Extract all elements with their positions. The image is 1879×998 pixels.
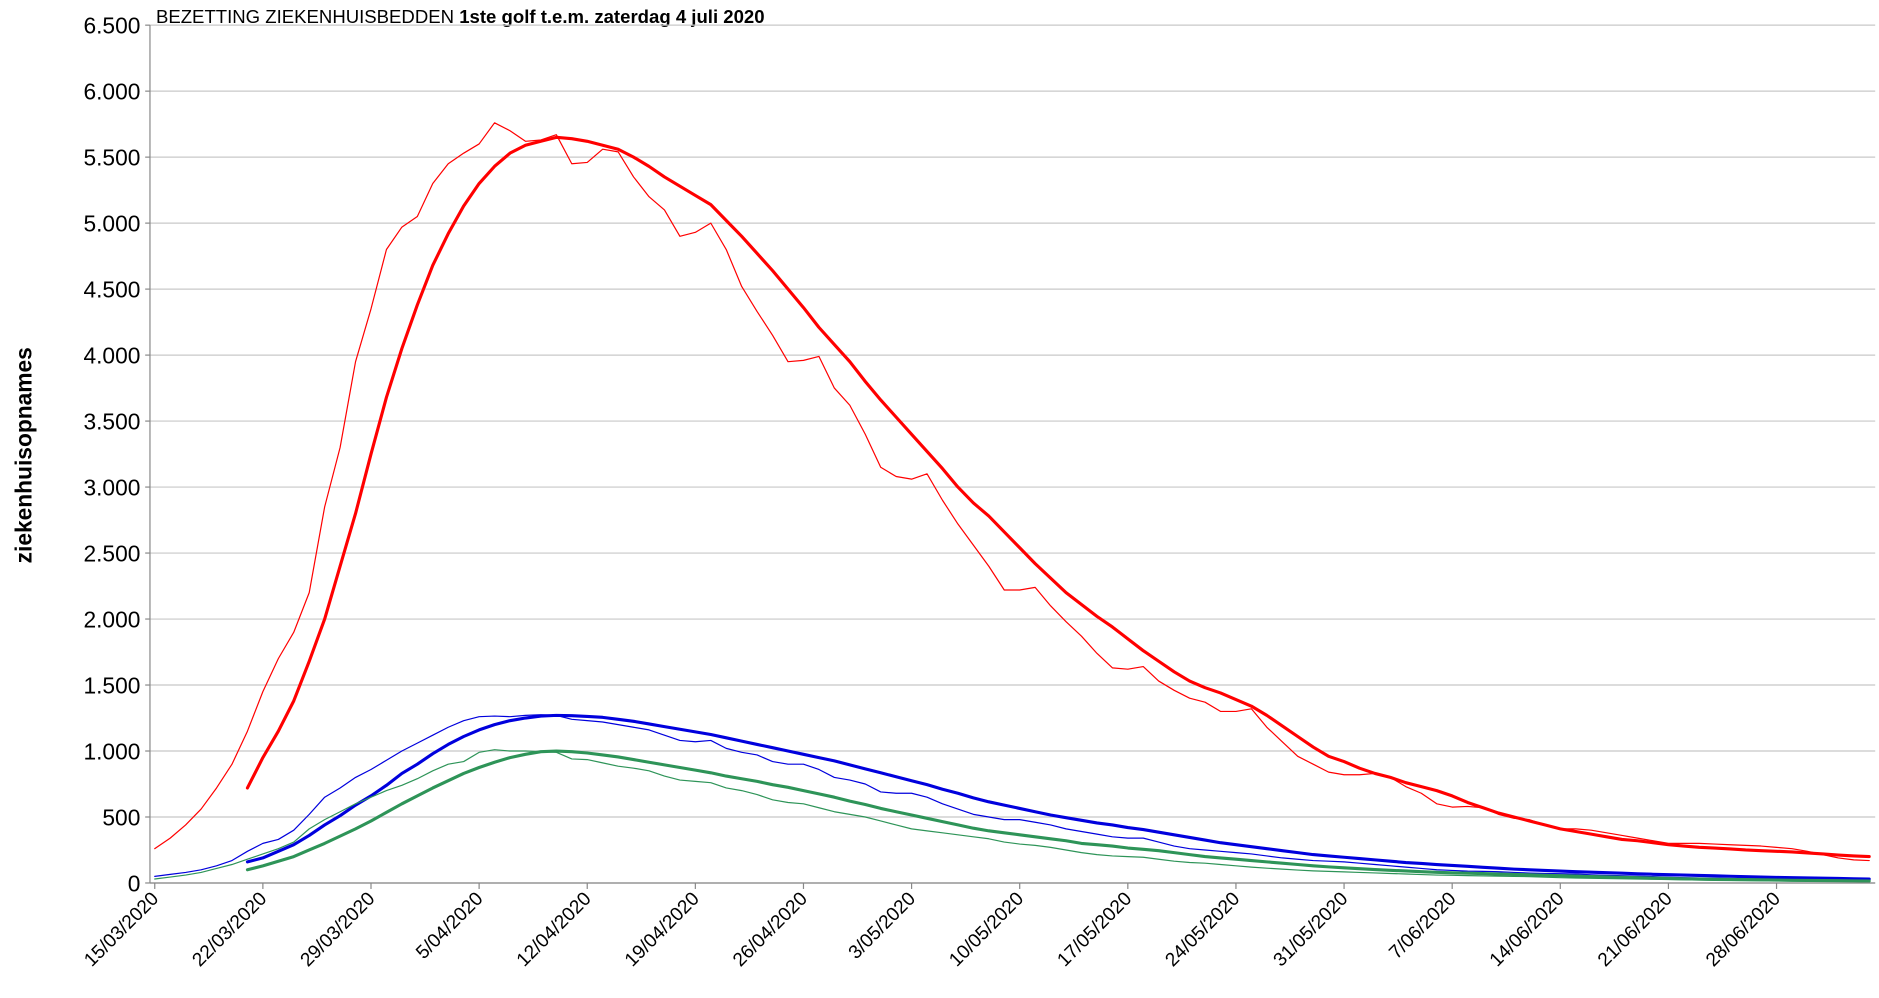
x-tick-label: 3/05/2020 — [845, 888, 920, 963]
chart-title: BEZETTING ZIEKENHUISBEDDEN 1ste golf t.e… — [156, 6, 765, 27]
series-line — [245, 749, 1871, 883]
axes: 0 500 1.000 1.500 2.000 2.500 3.000 3.500 4.000 4… — [80, 13, 1876, 971]
x-tick-label: 29/03/2020 — [297, 888, 380, 971]
y-axis-label: ziekenhuisopnames — [10, 347, 36, 563]
y-tick-label: 3.000 — [83, 474, 140, 500]
y-tick-label: 5.500 — [83, 145, 140, 171]
x-tick-label: 22/03/2020 — [189, 888, 272, 971]
title-text: BEZETTING ZIEKENHUISBEDDEN — [156, 6, 454, 27]
y-tick-label: 500 — [102, 804, 140, 830]
x-tick-label: 28/06/2020 — [1702, 888, 1785, 971]
x-tick-label: 24/05/2020 — [1162, 888, 1245, 971]
series-line — [154, 714, 1870, 881]
y-tick-label: 6.000 — [83, 79, 140, 105]
x-tick-label: 10/05/2020 — [945, 888, 1028, 971]
y-tick-label: 1.000 — [83, 738, 140, 764]
y-tick-label: 1.500 — [83, 672, 140, 698]
y-tick-label: 6.500 — [83, 13, 140, 39]
y-tick-label: 0 — [128, 870, 141, 896]
x-tick-label: 12/04/2020 — [513, 888, 596, 971]
y-tick-label: 2.500 — [83, 540, 140, 566]
series-line — [154, 122, 1870, 862]
y-tick-label: 3.500 — [83, 408, 140, 434]
x-tick-label: 14/06/2020 — [1486, 888, 1569, 971]
lines — [154, 122, 1871, 883]
title-emphasis: 1ste golf t.e.m. zaterdag 4 juli 2020 — [459, 6, 764, 27]
y-tick-label: 2.000 — [83, 606, 140, 632]
x-tick-label: 17/05/2020 — [1054, 888, 1137, 971]
x-tick-label: 26/04/2020 — [729, 888, 812, 971]
series-line — [245, 135, 1871, 859]
y-tick-label: 5.000 — [83, 211, 140, 237]
x-tick-label: 7/06/2020 — [1385, 888, 1460, 963]
x-tick-label: 5/04/2020 — [412, 888, 487, 963]
x-tick-label: 21/06/2020 — [1594, 888, 1677, 971]
series-line — [154, 749, 1870, 883]
x-tick-label: 19/04/2020 — [621, 888, 704, 971]
series-line — [245, 713, 1871, 881]
grid — [149, 24, 1876, 884]
y-tick-label: 4.500 — [83, 276, 140, 302]
x-tick-label: 15/03/2020 — [80, 888, 163, 971]
x-tick-label: 31/05/2020 — [1270, 888, 1353, 971]
y-tick-label: 4.000 — [83, 342, 140, 368]
